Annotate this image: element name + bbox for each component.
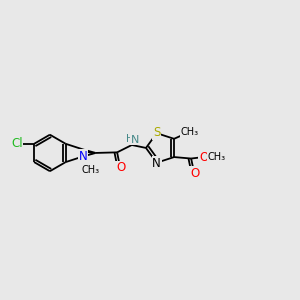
Text: Cl: Cl [11, 137, 22, 150]
Text: S: S [153, 126, 160, 139]
Text: N: N [79, 150, 87, 163]
Text: H: H [127, 134, 134, 143]
Text: N: N [152, 157, 161, 170]
Text: N: N [131, 135, 140, 145]
Text: O: O [199, 151, 208, 164]
Text: CH₃: CH₃ [82, 165, 100, 175]
Text: O: O [190, 167, 199, 180]
Text: CH₃: CH₃ [180, 127, 198, 137]
Text: O: O [116, 161, 125, 175]
Text: CH₃: CH₃ [208, 152, 226, 162]
